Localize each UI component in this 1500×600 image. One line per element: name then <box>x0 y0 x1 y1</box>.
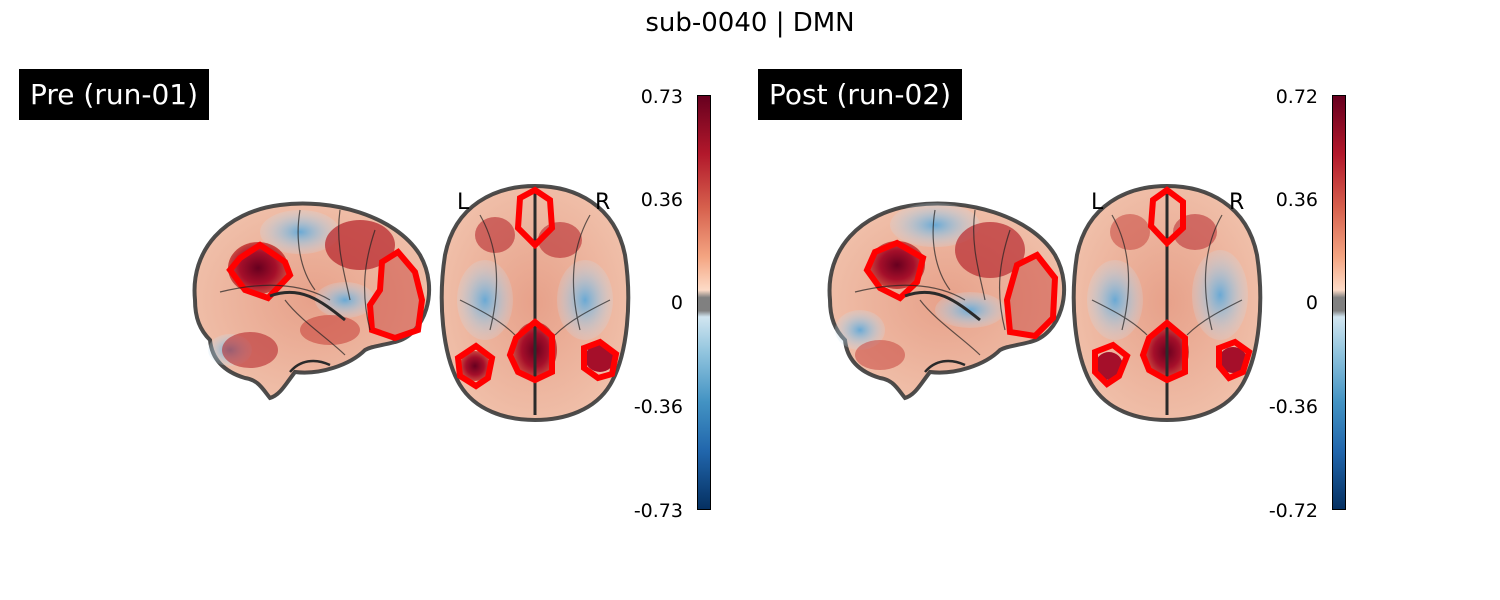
colorbar-post <box>1332 95 1346 510</box>
figure-title: sub-0040 | DMN <box>645 8 855 38</box>
colorbar-tick: 0.72 <box>1275 86 1318 108</box>
brain-glass-view-pre <box>192 183 631 423</box>
axial-view <box>439 183 631 423</box>
colorbar-tick: 0.36 <box>640 189 683 211</box>
orientation-right-label: R <box>1229 190 1245 215</box>
orientation-right-label: R <box>595 190 611 215</box>
panel-title-post: Post (run-02) <box>758 69 963 120</box>
colorbar-tick: -0.73 <box>633 500 683 522</box>
colorbar-tick: -0.36 <box>1268 396 1318 418</box>
brain-glass-view-post <box>827 183 1263 423</box>
panel-post: Post (run-02) L R 0.72 0.36 0 -0.36 -0.7… <box>635 0 1385 600</box>
orientation-left-label: L <box>1091 190 1104 215</box>
colorbar-tick: 0.73 <box>640 86 683 108</box>
colorbar-tick: -0.36 <box>633 396 683 418</box>
colorbar-tick: 0 <box>1305 292 1318 314</box>
panel-pre: Pre (run-01) L R 0.73 0.36 0 -0.36 -0.73 <box>19 69 711 522</box>
sagittal-view <box>192 201 431 401</box>
colorbar-pre <box>697 95 711 510</box>
sagittal-view <box>827 201 1066 401</box>
axial-view <box>1071 183 1263 423</box>
colorbar-tick: 0.36 <box>1275 189 1318 211</box>
orientation-left-label: L <box>457 190 470 215</box>
colorbar-tick: 0 <box>670 292 683 314</box>
panel-title-pre: Pre (run-01) <box>19 69 209 120</box>
colorbar-tick: -0.72 <box>1268 500 1318 522</box>
